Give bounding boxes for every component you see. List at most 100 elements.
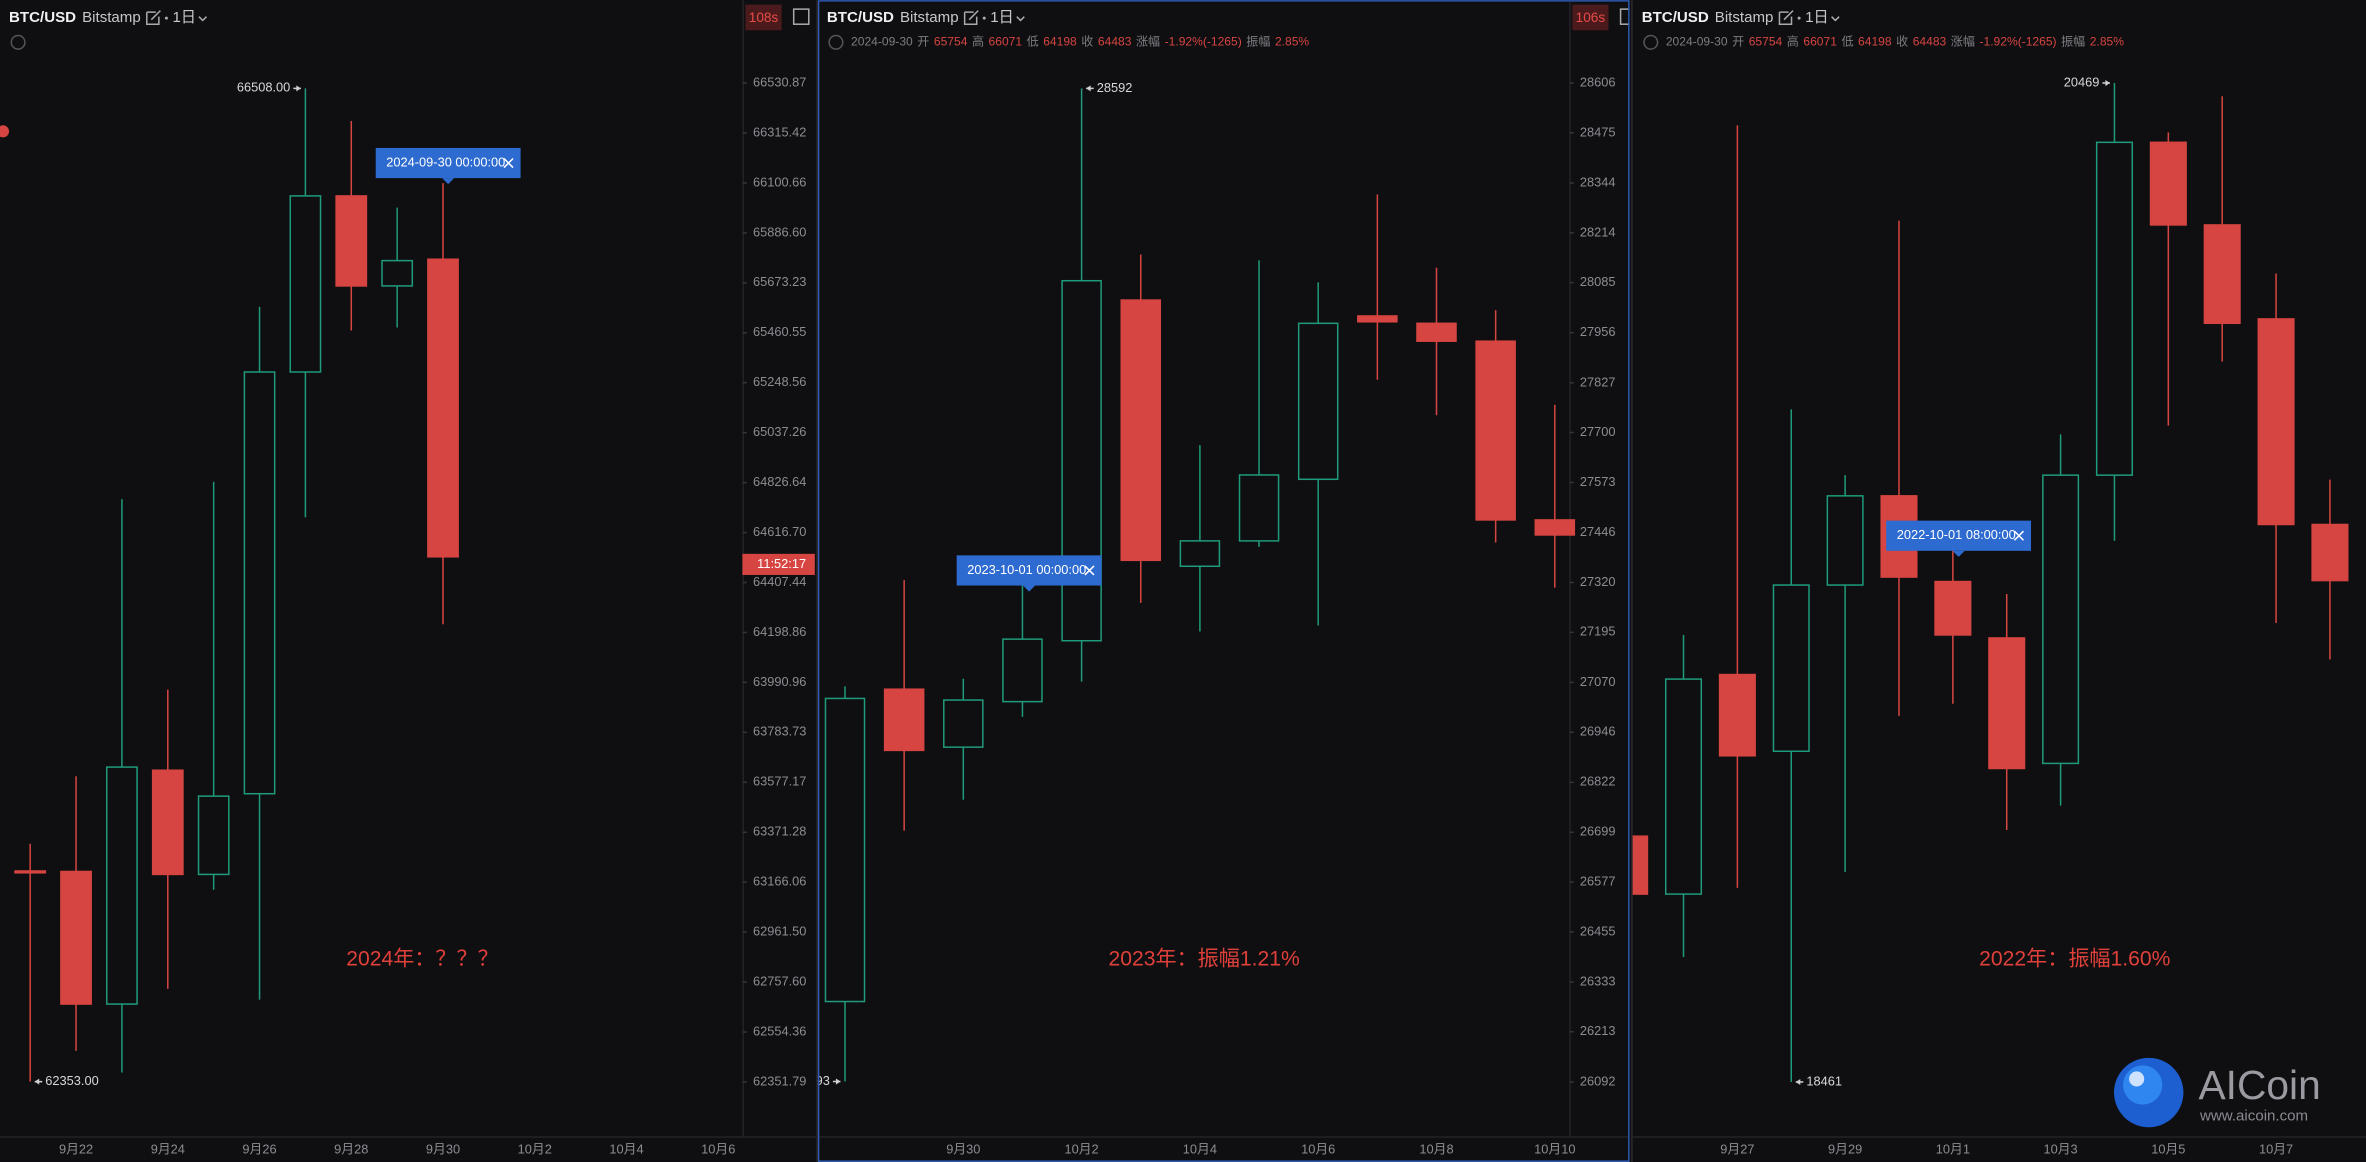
y-tick-label: 63577.17	[753, 774, 806, 789]
info-value: 64198	[1858, 35, 1892, 49]
candle-body	[1002, 638, 1043, 703]
interval-chevron[interactable]	[1016, 16, 1025, 22]
y-tick-label: 62961.50	[753, 924, 806, 939]
candle-body	[106, 766, 138, 1005]
countdown-box	[745, 4, 782, 31]
interval: 1日	[172, 9, 195, 26]
candle-body	[2257, 318, 2295, 526]
candle-body	[243, 371, 276, 795]
x-tick-label: 10月4	[1183, 1141, 1217, 1156]
y-tick-label: 28214	[1580, 224, 1616, 239]
y-tick-label: 65248.56	[753, 374, 806, 389]
y-tick-label: 27573	[1580, 474, 1616, 489]
candle-body	[1988, 637, 2026, 770]
info-value: -1.92%(-1265)	[1979, 35, 2056, 49]
y-tick-label: 26333	[1580, 974, 1616, 989]
countdown-box	[1572, 4, 1609, 31]
low-label: 62353.00	[45, 1073, 98, 1088]
edit-icon[interactable]	[963, 10, 979, 25]
watermark-url: www.aicoin.com	[2199, 1108, 2308, 1125]
extreme-arrow-head	[2105, 80, 2110, 87]
candle-body	[14, 870, 47, 874]
candle-body	[427, 258, 459, 558]
y-tick-label: 64198.86	[753, 624, 806, 639]
y-tick-label: 66100.66	[753, 174, 806, 189]
info-label: 高	[972, 34, 984, 49]
extreme-arrow-head	[835, 1078, 841, 1085]
alert-dot[interactable]	[0, 125, 10, 138]
y-tick-label: 62554.36	[753, 1023, 806, 1038]
chart-panel: 26092 26213 26333 26455 26577 26699 26822 26946…	[794, 0, 1630, 1162]
x-tick-label: 9月27	[1720, 1141, 1754, 1156]
x-tick-label: 10月8	[1419, 1141, 1453, 1156]
info-toggle[interactable]	[828, 34, 844, 50]
candle-body	[289, 195, 322, 373]
info-value: 65754	[1749, 35, 1783, 49]
separator-dot	[164, 16, 168, 20]
info-label: 收	[1896, 35, 1908, 49]
y-tick-label: 26946	[1580, 724, 1616, 739]
y-tick-label: 27827	[1580, 374, 1616, 389]
info-label: 收	[1081, 35, 1093, 49]
tooltip-text: 2024-09-30 00:00:00	[386, 154, 505, 169]
price-tag: 11:52:17	[757, 556, 806, 571]
candle-body	[2095, 141, 2133, 476]
low-label: 26093	[794, 1073, 830, 1088]
x-tick-label: 10月2	[1064, 1141, 1098, 1156]
x-tick-label: 10月4	[609, 1141, 643, 1156]
tooltip-close[interactable]	[2013, 530, 2025, 541]
y-tick-label: 66530.87	[753, 74, 806, 89]
y-tick-label: 64616.70	[753, 524, 806, 539]
info-toggle[interactable]	[1643, 34, 1659, 50]
interval-chevron[interactable]	[198, 16, 208, 22]
y-tick-label: 27070	[1580, 674, 1616, 689]
x-tick-label: 9月22	[59, 1141, 93, 1156]
x-tick-label: 9月29	[1828, 1141, 1862, 1156]
info-toggle[interactable]	[10, 34, 26, 50]
x-tick-label: 9月30	[946, 1141, 980, 1156]
edit-icon[interactable]	[1778, 10, 1794, 25]
edit-icon[interactable]	[146, 10, 161, 25]
info-value: 64483	[1913, 35, 1947, 49]
extreme-arrow-head	[296, 85, 301, 92]
candle-body	[2311, 523, 2349, 582]
y-tick-label: 27446	[1580, 524, 1616, 539]
candle-body	[1718, 673, 1756, 757]
tooltip-text: 2022-10-01 08:00:00	[1897, 527, 2016, 542]
y-tick-label: 28606	[1580, 74, 1616, 89]
tooltip-close[interactable]	[1084, 565, 1095, 576]
tooltip-close[interactable]	[503, 157, 514, 169]
extreme-arrow-head	[1795, 1078, 1801, 1085]
candle-body	[1475, 340, 1516, 521]
candle-body	[151, 769, 184, 876]
candle-body	[2203, 224, 2241, 325]
info-label: 高	[1787, 34, 1799, 49]
y-tick-label: 65673.23	[753, 274, 806, 289]
tooltip-box	[375, 147, 521, 179]
y-tick-label: 27195	[1580, 624, 1616, 639]
expand-icon[interactable]	[792, 8, 810, 25]
y-tick-label: 63371.28	[753, 824, 806, 839]
logo-icon	[2123, 1065, 2163, 1105]
candle-body	[1934, 580, 1972, 636]
candle-body	[1664, 678, 1703, 895]
candle-body	[1534, 519, 1576, 536]
candle-body	[2042, 474, 2080, 765]
candle-body	[943, 699, 984, 748]
y-tick-label: 62757.60	[753, 973, 806, 988]
x-tick-label: 10月6	[1301, 1141, 1335, 1156]
y-tick-label: 63990.96	[753, 674, 806, 689]
y-tick-label: 27320	[1580, 574, 1616, 589]
candle-body	[883, 688, 925, 752]
y-tick-label: 26577	[1580, 873, 1616, 888]
interval-chevron[interactable]	[1831, 16, 1840, 22]
info-value: -1.92%(-1265)	[1165, 35, 1242, 49]
candle-body	[1416, 322, 1457, 342]
y-tick-label: 26455	[1580, 923, 1616, 938]
annotation: 2023年：振幅1.21%	[1108, 946, 1299, 970]
symbol: BTC/USD	[9, 9, 76, 26]
y-tick-label: 28475	[1580, 124, 1616, 139]
